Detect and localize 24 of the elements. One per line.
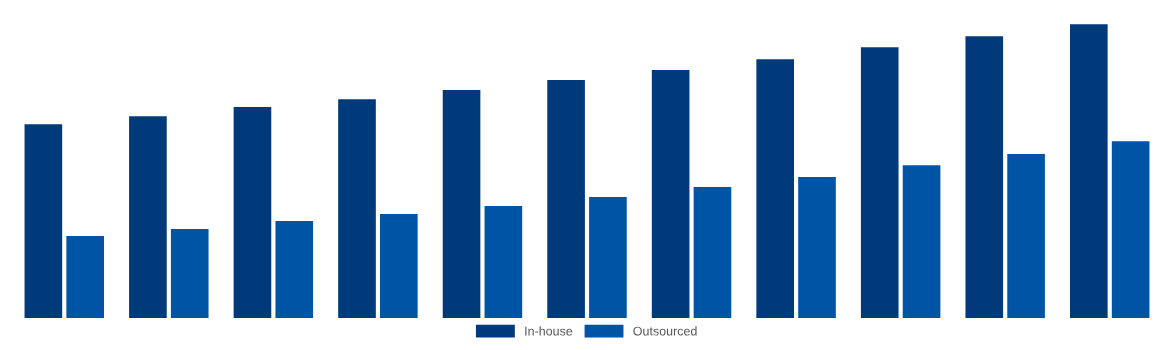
legend-label: In-house bbox=[525, 326, 573, 336]
bar bbox=[129, 116, 167, 318]
bar bbox=[170, 229, 209, 318]
bar bbox=[547, 80, 585, 318]
bar bbox=[233, 107, 272, 318]
bar bbox=[798, 177, 836, 318]
bar bbox=[651, 70, 690, 318]
bar bbox=[1070, 24, 1108, 318]
bar bbox=[275, 221, 314, 318]
bar bbox=[1111, 141, 1150, 318]
bar bbox=[693, 187, 732, 318]
bar bbox=[442, 90, 481, 318]
bar bbox=[589, 196, 627, 318]
bar bbox=[338, 99, 376, 318]
legend-label: Outsourced bbox=[633, 326, 697, 336]
bar bbox=[484, 206, 523, 318]
bar bbox=[24, 124, 63, 318]
bar bbox=[965, 36, 1004, 318]
bar bbox=[380, 214, 418, 318]
bar bbox=[902, 165, 941, 318]
bar bbox=[1007, 154, 1045, 318]
bar bbox=[66, 236, 104, 318]
bar bbox=[756, 59, 794, 318]
bar bbox=[860, 47, 899, 318]
